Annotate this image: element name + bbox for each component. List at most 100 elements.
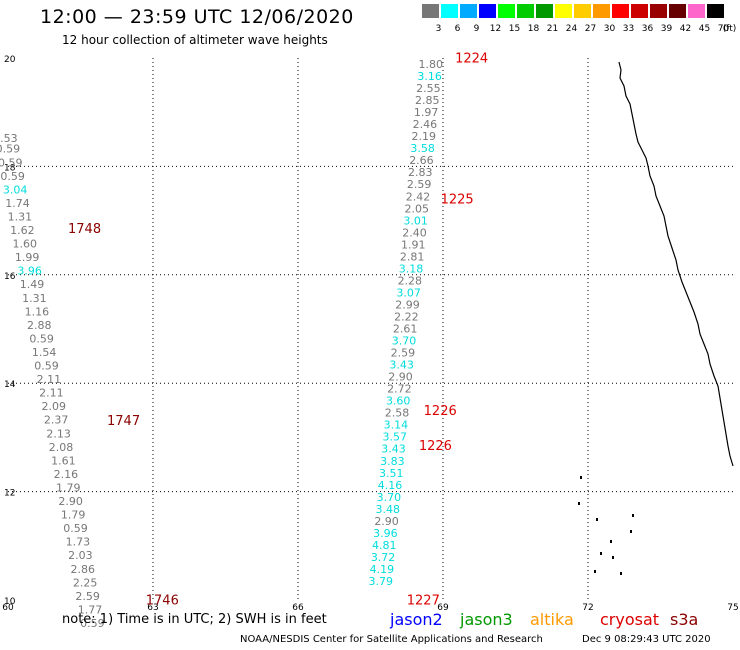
- credit-text: NOAA/NESDIS Center for Satellite Applica…: [240, 634, 543, 645]
- wave-height-value: 1.99: [15, 251, 40, 264]
- wave-height-value: 2.66: [409, 154, 434, 167]
- wave-height-value: 0.59: [29, 332, 54, 345]
- wave-height-value: 0.59: [63, 522, 88, 535]
- island-marker: [594, 570, 596, 573]
- scale-label: 18: [527, 24, 540, 34]
- wave-height-value: 2.03: [68, 549, 93, 562]
- wave-height-value: 1.80: [419, 58, 444, 71]
- wave-height-value: 3.07: [396, 286, 421, 299]
- legend-altika: altika: [530, 610, 574, 629]
- x-tick-label: 72: [582, 603, 593, 613]
- scale-label: 45: [698, 24, 711, 34]
- wave-height-value: 2.11: [39, 387, 64, 400]
- x-tick-label: 75: [727, 603, 738, 613]
- wave-height-value: 3.51: [379, 467, 404, 480]
- y-tick-label: 16: [4, 272, 16, 282]
- wave-height-value: 2.59: [407, 178, 432, 191]
- wave-height-value: 2.99: [395, 298, 420, 311]
- wave-height-value: 3.58: [410, 142, 435, 155]
- legend-jason3: jason3: [460, 610, 513, 629]
- wave-height-value: 2.25: [73, 576, 98, 589]
- legend-s3a: s3a: [670, 610, 699, 629]
- scale-label: 24: [565, 24, 578, 34]
- wave-height-value: 1.91: [401, 238, 426, 251]
- scale-label: 6: [454, 24, 461, 34]
- scale-label: 33: [622, 24, 635, 34]
- scale-swatch: [479, 4, 496, 18]
- scale-swatch: [517, 4, 534, 18]
- wave-height-value: 2.59: [391, 347, 416, 360]
- scale-swatch: [593, 4, 610, 18]
- scale-label: 3: [435, 24, 442, 34]
- wave-height-value: 1.31: [8, 210, 33, 223]
- wave-height-value: 3.70: [377, 491, 402, 504]
- scale-label: 15: [508, 24, 521, 34]
- wave-height-value: 3.43: [389, 359, 414, 372]
- wave-height-value: 1.16: [25, 305, 50, 318]
- pass-time-label: 1746: [146, 594, 179, 609]
- scale-label: (ft): [722, 24, 737, 34]
- scale-label: 36: [641, 24, 654, 34]
- wave-height-value: 3.01: [403, 214, 428, 227]
- scale-label: 21: [546, 24, 559, 34]
- wave-height-value: 1.79: [56, 481, 81, 494]
- scale-swatch: [422, 4, 439, 18]
- wave-height-value: 1.79: [61, 509, 86, 522]
- wave-height-value: 0.59: [34, 360, 59, 373]
- scale-label: 39: [660, 24, 673, 34]
- wave-height-value: 1.77: [78, 603, 103, 616]
- wave-height-value: 2.61: [393, 323, 418, 336]
- pass-time-label: 1225: [441, 193, 474, 208]
- wave-height-value: 2.09: [42, 400, 67, 413]
- wave-height-value: 2.58: [385, 407, 410, 420]
- units-note: note: 1) Time is in UTC; 2) SWH is in fe…: [62, 612, 327, 627]
- scale-swatch: [707, 4, 724, 18]
- map-subtitle: 12 hour collection of altimeter wave hei…: [62, 33, 328, 47]
- pass-time-label: 1226: [424, 404, 457, 419]
- wave-height-value: 2.72: [387, 383, 412, 396]
- wave-height-value: 1.60: [13, 238, 38, 251]
- wave-height-value: 1.31: [22, 292, 47, 305]
- wave-height-value: 2.16: [54, 468, 79, 481]
- scale-swatch: [612, 4, 629, 18]
- island-marker: [630, 530, 632, 533]
- wave-height-value: 2.37: [44, 414, 69, 427]
- x-tick-label: 66: [292, 603, 304, 613]
- generated-timestamp: Dec 9 08:29:43 UTC 2020: [582, 634, 711, 645]
- wave-height-value: 2.40: [402, 226, 427, 239]
- island-marker: [580, 476, 582, 479]
- y-tick-label: 20: [4, 55, 16, 65]
- scale-swatch: [631, 4, 648, 18]
- y-tick-label: 10: [4, 597, 16, 607]
- y-tick-label: 12: [4, 489, 15, 499]
- pass-time-label: 1226: [419, 439, 452, 454]
- scale-label: 9: [473, 24, 480, 34]
- wave-height-value: 3.72: [371, 551, 396, 564]
- scale-label: 42: [679, 24, 692, 34]
- wave-height-value: 0.59: [0, 143, 20, 156]
- wave-height-value: 2.11: [37, 373, 62, 386]
- island-marker: [620, 572, 622, 575]
- pass-time-label: 1747: [107, 414, 140, 429]
- wave-height-value: 2.81: [400, 250, 425, 263]
- wave-height-value: 3.96: [373, 527, 398, 540]
- wave-height-value: 3.43: [381, 443, 406, 456]
- island-marker: [600, 552, 602, 555]
- wave-height-value: 2.86: [71, 563, 96, 576]
- wave-height-value: 0.59: [80, 617, 105, 630]
- scale-swatch: [441, 4, 458, 18]
- pass-time-label: 1224: [455, 52, 488, 67]
- wave-height-value: 2.05: [405, 202, 430, 215]
- scale-swatch: [460, 4, 477, 18]
- scale-swatch: [498, 4, 515, 18]
- legend-cryosat: cryosat: [600, 610, 660, 629]
- wave-height-value: 2.83: [408, 166, 433, 179]
- wave-height-value: 1.54: [32, 346, 57, 359]
- island-marker: [612, 556, 614, 559]
- scale-swatch: [555, 4, 572, 18]
- scale-swatch: [536, 4, 553, 18]
- scale-swatch: [574, 4, 591, 18]
- wave-height-value: 1.62: [10, 224, 35, 237]
- scale-swatch: [688, 4, 705, 18]
